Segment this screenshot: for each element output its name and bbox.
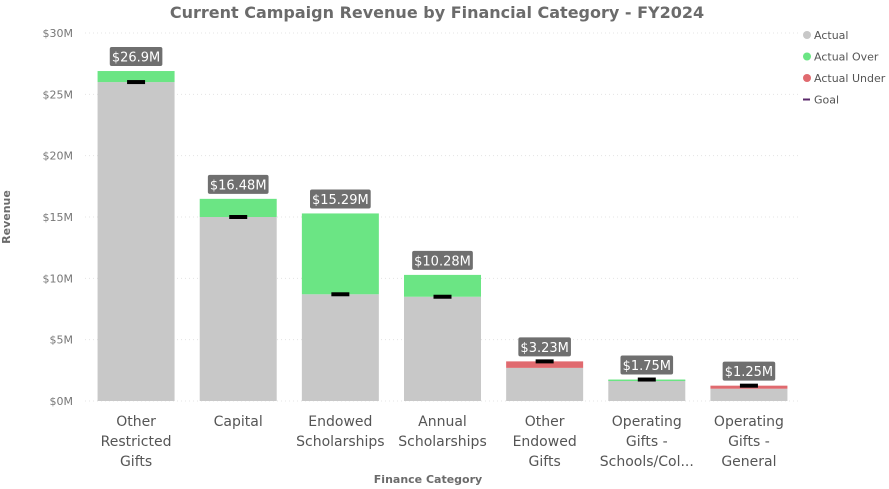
- actual-bar: [301, 294, 379, 401]
- data-label-bg: [620, 355, 674, 375]
- x-category-label: Scholarships: [398, 434, 486, 450]
- x-category-label: Scholarships: [296, 434, 384, 450]
- data-label: $1.25M: [725, 365, 773, 380]
- x-category-label: Endowed: [513, 434, 577, 450]
- data-label-bg: [109, 47, 163, 67]
- goal-marker: [637, 377, 656, 382]
- legend-label: Goal: [814, 94, 839, 107]
- x-category-label: Gifts -: [728, 434, 770, 450]
- data-label: $3.23M: [520, 341, 568, 356]
- data-label: $26.9M: [112, 51, 160, 66]
- actual-bar: [710, 388, 788, 401]
- actual-bar: [97, 82, 175, 402]
- y-tick-label: $15M: [43, 211, 74, 224]
- actual-bar: [608, 380, 686, 401]
- y-axis-label: Revenue: [0, 190, 13, 244]
- y-tick-label: $25M: [43, 88, 74, 101]
- legend-label: Actual Over: [814, 51, 879, 64]
- legend-label: Actual: [814, 29, 848, 42]
- x-category-label: Schools/Col...: [600, 454, 694, 470]
- chart-title: Current Campaign Revenue by Financial Ca…: [170, 3, 704, 22]
- x-category-label: Gifts: [529, 454, 561, 470]
- data-labels: $26.9M $16.48M $15.29M $10.28M $3.23M $1.75M $…: [109, 47, 776, 381]
- goal-marker: [535, 359, 554, 364]
- actual-over-bar: [301, 213, 379, 295]
- x-axis-label: Finance Category: [374, 473, 482, 486]
- legend-swatch: [803, 52, 811, 61]
- data-label: $16.48M: [210, 178, 267, 193]
- actual-bar: [404, 296, 481, 401]
- x-category-label: Operating: [714, 414, 784, 430]
- data-label-bg: [412, 250, 473, 270]
- x-category-label: Annual: [418, 414, 467, 430]
- y-tick-label: $10M: [43, 272, 74, 285]
- x-category-label: Other: [525, 414, 565, 430]
- x-axis-categories: Other Restricted Gifts Capital Endowed Schola…: [101, 414, 784, 470]
- goal-marker: [127, 80, 146, 85]
- x-category-label: Restricted: [101, 434, 172, 450]
- goal-marker: [739, 383, 758, 388]
- y-axis-ticks: $0M $5M $10M $15M $20M $25M $30M: [43, 27, 74, 408]
- x-category-label: Endowed: [308, 414, 372, 430]
- y-tick-label: $20M: [43, 150, 74, 163]
- x-category-label: Gifts: [120, 454, 152, 470]
- data-label-bg: [207, 174, 269, 194]
- actual-under-bar: [506, 361, 584, 368]
- goal-marker: [433, 294, 452, 299]
- legend-swatch: [803, 31, 811, 39]
- actual-bar: [199, 217, 277, 401]
- x-category-label: General: [721, 454, 776, 470]
- y-tick-label: $30M: [43, 27, 74, 40]
- data-label-bg: [310, 189, 371, 209]
- x-category-label: Gifts -: [626, 434, 668, 450]
- y-tick-label: $5M: [50, 334, 74, 347]
- data-label-bg: [722, 361, 776, 381]
- data-label: $10.28M: [414, 254, 471, 269]
- x-category-label: Operating: [612, 414, 682, 430]
- data-label: $15.29M: [312, 193, 369, 208]
- goal-marker: [331, 292, 350, 297]
- data-label-bg: [518, 337, 571, 357]
- y-tick-label: $0M: [50, 395, 74, 408]
- legend-swatch: [803, 74, 811, 82]
- actual-over-bar: [199, 198, 277, 217]
- actual-over-bar: [97, 71, 175, 83]
- actual-over-bar: [404, 274, 481, 297]
- x-category-label: Other: [116, 414, 156, 430]
- actual-bar: [506, 367, 584, 401]
- bars: [97, 71, 788, 402]
- x-category-label: Capital: [214, 414, 263, 430]
- goal-marker: [229, 215, 248, 219]
- legend-label: Actual Under: [814, 72, 886, 85]
- data-label: $1.75M: [623, 359, 671, 374]
- legend: Actual Actual Over Actual Under Goal: [803, 29, 886, 107]
